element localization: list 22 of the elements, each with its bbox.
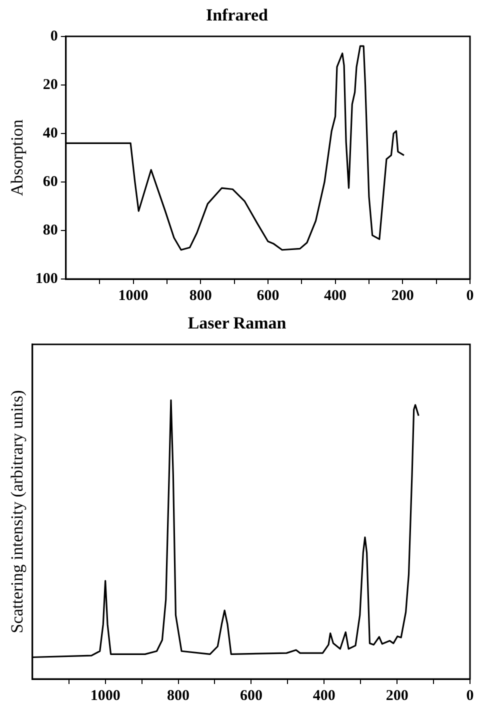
chart-title: Laser Raman bbox=[188, 314, 287, 333]
x-tick-label: 800 bbox=[167, 688, 190, 704]
x-tick-label: 0 bbox=[466, 288, 474, 304]
y-tick-label: 100 bbox=[35, 270, 58, 287]
y-tick-label: 60 bbox=[42, 174, 58, 190]
y-tick-label: 0 bbox=[50, 28, 58, 44]
x-tick-label: 200 bbox=[386, 688, 408, 704]
x-tick-label: 200 bbox=[391, 288, 414, 304]
chart-title: Infrared bbox=[206, 6, 269, 25]
y-axis-title: Scattering intensity (arbitrary units) bbox=[8, 390, 27, 634]
x-tick-label: 1000 bbox=[90, 688, 120, 704]
x-tick-label: 600 bbox=[240, 688, 262, 704]
y-tick-label: 20 bbox=[42, 76, 58, 93]
x-tick-label: 400 bbox=[324, 288, 347, 304]
y-tick-label: 40 bbox=[42, 125, 58, 142]
x-tick-label: 400 bbox=[312, 688, 336, 704]
x-tick-label: 800 bbox=[189, 288, 212, 304]
x-tick-label: 1000 bbox=[118, 288, 148, 304]
y-tick-label: 80 bbox=[42, 222, 58, 238]
x-tick-label: 600 bbox=[256, 288, 280, 304]
x-tick-label: 0 bbox=[466, 688, 474, 704]
y-axis-title: Absorption bbox=[8, 118, 27, 196]
